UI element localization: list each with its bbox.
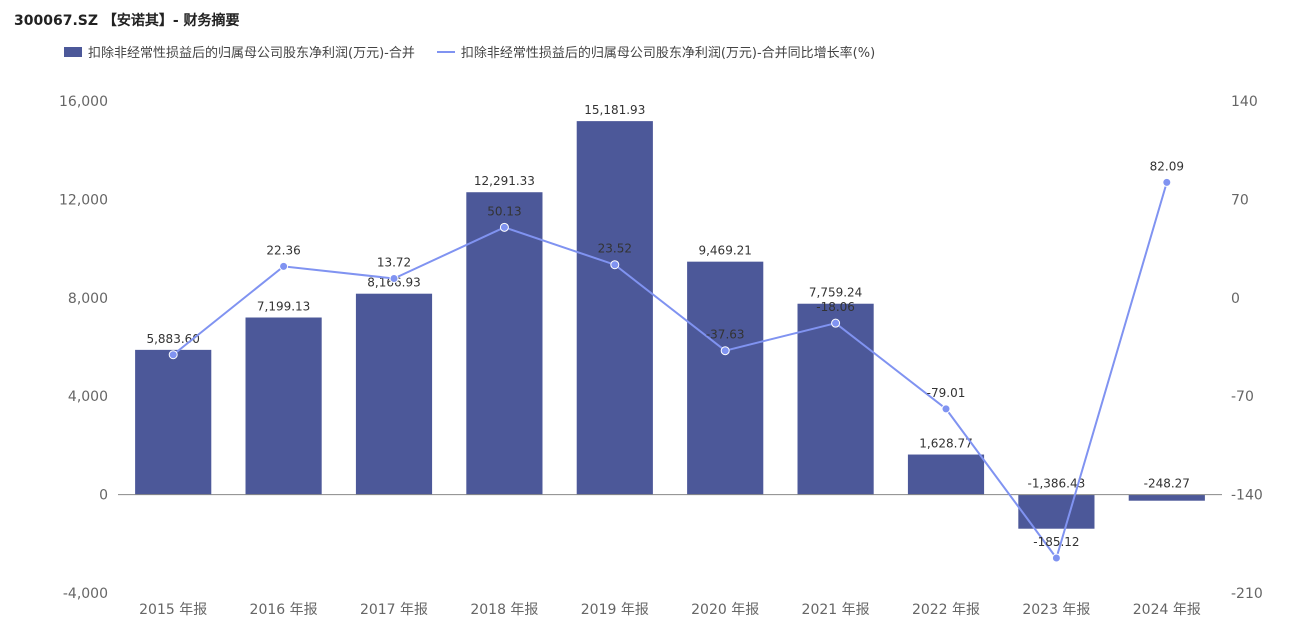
right-axis-tick-label: -70 — [1231, 389, 1254, 405]
left-axis-tick-label: 8,000 — [68, 291, 108, 307]
line-point — [279, 261, 289, 271]
bar — [576, 121, 653, 495]
left-axis-tick-label: 4,000 — [68, 389, 108, 405]
category-label: 2018 年报 — [470, 602, 538, 618]
category-label: 2023 年报 — [1022, 602, 1090, 618]
line-value-label: 13.72 — [377, 256, 411, 270]
bar — [245, 317, 322, 495]
bar-value-label: 9,469.21 — [698, 244, 751, 258]
line-value-label: 50.13 — [487, 204, 521, 218]
bar-value-label: 12,291.33 — [474, 174, 535, 188]
right-axis-tick-label: -140 — [1231, 488, 1263, 504]
line-point — [610, 260, 620, 270]
category-label: 2017 年报 — [360, 602, 428, 618]
line-point — [499, 222, 509, 232]
bar-value-label: 7,759.24 — [809, 286, 862, 300]
line-point — [1162, 177, 1172, 187]
line-point — [831, 318, 841, 328]
line-point — [1051, 553, 1061, 563]
category-label: 2015 年报 — [139, 602, 207, 618]
line-value-label: -18.06 — [816, 300, 855, 314]
category-label: 2016 年报 — [250, 602, 318, 618]
line-value-label: 22.36 — [266, 243, 300, 257]
right-axis-tick-label: 0 — [1231, 291, 1240, 307]
category-label: 2020 年报 — [691, 602, 759, 618]
line-point — [941, 404, 951, 414]
line-value-label: 23.52 — [598, 242, 632, 256]
legend-bar-swatch — [64, 46, 82, 57]
category-label: 2024 年报 — [1133, 602, 1201, 618]
bar-value-label: -248.27 — [1144, 477, 1190, 491]
legend-line-label: 扣除非经常性损益后的归属母公司股东净利润(万元)-合并同比增长率(%) — [460, 46, 876, 61]
legend-line-swatch — [436, 50, 455, 53]
bar — [687, 261, 764, 495]
line-value-label: -79.01 — [927, 386, 966, 400]
legend-item-bar[interactable]: 扣除非经常性损益后的归属母公司股东净利润(万元)-合并 — [64, 42, 415, 61]
category-label: 2019 年报 — [581, 602, 649, 618]
right-axis-tick-label: -210 — [1231, 586, 1263, 602]
left-axis-tick-label: 16,000 — [59, 94, 108, 110]
category-label: 2022 年报 — [912, 602, 980, 618]
bar-value-label: -1,386.43 — [1028, 477, 1086, 491]
bar-value-label: 7,199.13 — [257, 300, 310, 314]
bar — [1128, 494, 1205, 501]
right-axis-tick-label: 70 — [1231, 192, 1249, 208]
line-value-label: -37.63 — [706, 328, 745, 342]
bar — [797, 303, 874, 495]
bar — [907, 454, 985, 495]
category-label: 2021 年报 — [802, 602, 870, 618]
bar-value-label: 1,628.77 — [919, 437, 972, 451]
growth-rate-line — [172, 182, 1168, 561]
left-axis-tick-label: 12,000 — [59, 192, 108, 208]
line-point — [168, 350, 178, 360]
bar — [466, 192, 543, 495]
right-axis-tick-label: 140 — [1231, 94, 1258, 110]
bar — [135, 349, 212, 495]
line-value-label: -185.12 — [1033, 535, 1079, 549]
bar-value-label: 5,883.60 — [146, 332, 199, 346]
line-point — [720, 346, 730, 356]
line-point — [389, 274, 399, 284]
left-axis-tick-label: -4,000 — [63, 586, 108, 602]
legend: 扣除非经常性损益后的归属母公司股东净利润(万元)-合并 扣除非经常性损益后的归属… — [64, 42, 897, 61]
bar-value-label: 15,181.93 — [584, 103, 645, 117]
line-value-label: 82.09 — [1150, 159, 1184, 173]
legend-bar-label: 扣除非经常性损益后的归属母公司股东净利润(万元)-合并 — [88, 46, 415, 61]
bar — [355, 293, 433, 495]
left-axis-tick-label: 0 — [99, 488, 108, 504]
legend-item-line[interactable]: 扣除非经常性损益后的归属母公司股东净利润(万元)-合并同比增长率(%) — [436, 42, 876, 61]
chart-title: 300067.SZ 【安诺其】- 财务摘要 — [14, 13, 240, 29]
